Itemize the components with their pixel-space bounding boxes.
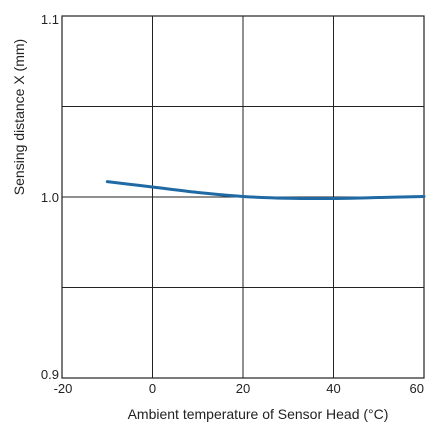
y-tick-label: 1.1 [41, 12, 59, 27]
x-tick-labels: -20 0 20 40 60 [54, 381, 424, 396]
x-axis-label: Ambient temperature of Sensor Head (°C) [128, 406, 389, 422]
x-tick-label: 0 [149, 381, 156, 396]
y-tick-labels: 0.9 1.0 1.1 [41, 12, 59, 382]
y-axis-label: Sensing distance X (mm) [11, 39, 27, 195]
x-tick-label: 20 [236, 381, 250, 396]
x-tick-label: 40 [326, 381, 340, 396]
series-layer [105, 180, 426, 201]
y-tick-label: 1.0 [41, 190, 59, 205]
x-tick-label: 60 [410, 381, 424, 396]
series-line [105, 180, 426, 201]
y-tick-label: 0.9 [41, 367, 59, 382]
x-tick-label: -20 [54, 381, 73, 396]
